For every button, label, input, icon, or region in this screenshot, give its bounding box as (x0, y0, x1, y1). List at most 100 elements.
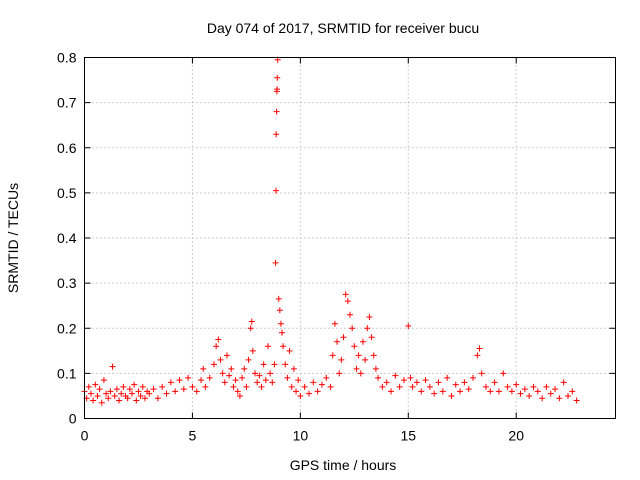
data-point (301, 383, 308, 390)
y-tick-label: 0.6 (57, 140, 77, 156)
y-tick-label: 0.7 (57, 95, 77, 111)
data-point (435, 379, 442, 386)
data-point (368, 334, 375, 341)
data-point (267, 370, 274, 377)
data-point (318, 381, 325, 388)
data-point (163, 390, 170, 397)
grid-layer (84, 57, 616, 419)
y-tick-label: 0.5 (57, 185, 77, 201)
data-point (362, 356, 369, 363)
data-point (517, 390, 524, 397)
data-point (290, 365, 297, 372)
data-point (274, 74, 281, 81)
data-point (226, 372, 233, 379)
data-point (310, 379, 317, 386)
data-point (513, 381, 520, 388)
data-point (98, 399, 105, 406)
data-point (109, 363, 116, 370)
data-point (547, 390, 554, 397)
data-point (279, 329, 286, 336)
data-point (137, 392, 144, 399)
data-point (273, 108, 280, 115)
data-point (94, 392, 101, 399)
data-point (405, 322, 412, 329)
data-point (234, 388, 241, 395)
data-point (370, 352, 377, 359)
data-point (336, 370, 343, 377)
data-point (400, 377, 407, 384)
data-point (439, 388, 446, 395)
data-point (347, 311, 353, 318)
data-point (491, 379, 498, 386)
x-tick-label: 10 (293, 428, 309, 444)
data-point (286, 347, 293, 354)
data-point (355, 352, 362, 359)
tick-marks (84, 57, 616, 419)
data-point (351, 343, 358, 350)
data-point (269, 379, 276, 386)
x-tick-label: 20 (508, 428, 524, 444)
data-point (372, 365, 379, 372)
data-point (280, 343, 287, 350)
data-point (526, 392, 533, 399)
data-point (103, 390, 110, 397)
x-axis-label: GPS time / hours (290, 457, 397, 473)
data-point (260, 361, 267, 368)
data-point (275, 295, 282, 302)
data-point (569, 388, 576, 395)
x-tick-label: 15 (400, 428, 416, 444)
data-point (236, 392, 243, 399)
data-point (461, 379, 468, 386)
data-point (364, 325, 371, 332)
data-point (124, 395, 131, 402)
data-point (243, 383, 250, 390)
data-point (359, 338, 366, 345)
data-point (126, 386, 133, 393)
y-tick-label: 0.1 (57, 365, 77, 381)
data-point (176, 377, 183, 384)
data-point (340, 334, 347, 341)
data-point (274, 86, 281, 93)
data-point (105, 395, 112, 402)
data-point (295, 377, 302, 384)
data-point (422, 377, 429, 384)
data-point (154, 395, 161, 402)
data-point (444, 374, 451, 381)
data-point (150, 386, 157, 393)
data-point (213, 343, 220, 350)
data-point (543, 383, 550, 390)
data-point (245, 356, 252, 363)
data-point (180, 386, 187, 393)
data-point (200, 365, 207, 372)
y-tick-label: 0.3 (57, 275, 77, 291)
data-point (273, 131, 280, 138)
data-point (353, 365, 360, 372)
data-point (293, 388, 300, 395)
data-point (560, 379, 567, 386)
chart-title: Day 074 of 2017, SRMTID for receiver buc… (207, 20, 479, 36)
data-point (500, 370, 507, 377)
data-point (217, 356, 224, 363)
data-point (247, 325, 254, 332)
data-point (314, 388, 321, 395)
data-point (409, 383, 416, 390)
data-point (470, 374, 477, 381)
data-point (366, 313, 373, 320)
data-point (100, 377, 107, 384)
data-point (521, 386, 528, 393)
data-point (198, 377, 205, 384)
data-point (284, 374, 291, 381)
data-point (327, 383, 334, 390)
data-point (120, 383, 127, 390)
data-point (228, 365, 235, 372)
data-point (342, 291, 349, 298)
data-point (552, 386, 559, 393)
data-point (116, 397, 123, 404)
data-point (87, 390, 94, 397)
data-point (305, 390, 312, 397)
data-point (118, 390, 125, 397)
y-tick-label: 0.4 (57, 230, 77, 246)
data-point (431, 390, 438, 397)
data-point (508, 388, 515, 395)
